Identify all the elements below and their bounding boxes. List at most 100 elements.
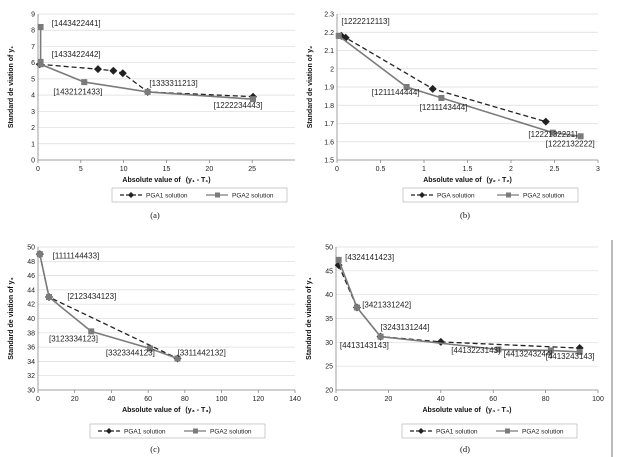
point-annotation: [1333311213] (149, 79, 197, 88)
y-tick-label: 30 (27, 388, 35, 395)
y-tick-label: 8 (31, 28, 35, 35)
y-tick-label: 1 (31, 141, 35, 148)
data-point-square (377, 333, 384, 340)
data-point-square (495, 346, 502, 353)
x-tick-label: 100 (216, 396, 228, 403)
legend-marker (106, 428, 112, 434)
y-tick-label: 40 (27, 316, 35, 323)
x-tick-label: 20 (385, 396, 393, 403)
x-axis-label-variable: (y₂ - T₂) (487, 177, 512, 184)
data-point-square (438, 94, 445, 101)
x-axis-label-main: Absolute value of (422, 407, 482, 414)
legend-marker (506, 192, 511, 198)
series-line-pga2-solution (337, 259, 580, 353)
legend-label: PGA2 solution (210, 429, 252, 436)
data-point-square (46, 294, 53, 301)
x-tick-label: 1.5 (463, 166, 473, 173)
y-tick-label: 7 (31, 44, 35, 51)
point-annotation: [4324141423] (345, 253, 394, 262)
legend-box (111, 187, 288, 203)
y-axis-label: Standard de viation of y₄ (306, 277, 313, 360)
y-tick-label: 1.7 (324, 121, 334, 128)
x-axis-label-variable: (y₃ - T₃) (185, 407, 211, 414)
legend-label: PGA1 solution (436, 429, 478, 436)
data-point-square (403, 84, 410, 90)
x-axis-label: Absolute value of (y₁ - T₁) (122, 177, 210, 184)
legend-label: PGA1 solution (146, 193, 188, 200)
data-point-square (335, 32, 342, 39)
y-tick-label: 2.1 (324, 48, 334, 55)
x-axis-label-main: Absolute value of (423, 177, 483, 184)
y-tick-label: 46 (27, 273, 35, 280)
x-tick-label: 100 (592, 396, 604, 403)
point-annotation: [1222132222] (546, 139, 595, 148)
legend-marker (128, 192, 134, 198)
x-tick-label: 20 (205, 166, 213, 173)
y-tick-label: 3 (31, 109, 35, 116)
data-point-square (36, 251, 43, 258)
legend-marker (505, 428, 510, 434)
data-point-square (250, 96, 257, 103)
point-annotation: [3311442132] (178, 349, 226, 358)
data-point-square (144, 88, 151, 95)
x-tick-label: 3 (596, 166, 600, 173)
y-tick-label: 36 (27, 345, 35, 352)
y-axis-label: Standard de viation of y₃ (8, 277, 15, 360)
data-point-square (577, 133, 584, 140)
point-annotation: [1211143444] (420, 103, 468, 112)
data-point-square (88, 328, 95, 335)
point-annotation: [2123434123] (67, 292, 116, 301)
point-annotation: [3123334123] (49, 334, 98, 343)
x-axis-label: Absolute value of (y₄ - T₄) (422, 407, 511, 414)
data-point-square (547, 347, 554, 354)
x-tick-label: 5 (79, 166, 83, 173)
point-annotation: [1433422442] (52, 50, 101, 59)
x-axis-label-main: Absolute value of (122, 177, 182, 184)
y-tick-label: 20 (325, 388, 333, 395)
x-tick-label: 60 (489, 396, 497, 403)
y-tick-label: 25 (325, 364, 333, 371)
data-point-diamond (93, 65, 102, 74)
y-tick-label: 35 (325, 316, 333, 323)
data-point-square (37, 61, 44, 68)
y-tick-label: 34 (27, 359, 35, 366)
y-axis-label: Standard de viation of y₁ (8, 46, 15, 128)
legend-label: PGA1 solution (124, 429, 166, 436)
x-axis-label: Absolute value of (y₃ - T₃) (122, 407, 211, 414)
series-line-pga2-solution (39, 27, 254, 100)
panel-caption: (d) (460, 444, 470, 454)
y-tick-label: 50 (325, 245, 333, 252)
point-annotation: [3323344123] (106, 349, 155, 358)
y-tick-label: 6 (31, 60, 35, 67)
y-tick-label: 9 (31, 12, 35, 19)
data-point-square (174, 355, 181, 362)
point-annotation: [3421331242] (362, 301, 411, 310)
legend-marker (215, 192, 220, 198)
x-tick-label: 120 (252, 396, 264, 403)
data-point-square (37, 23, 44, 30)
x-tick-label: 80 (181, 396, 189, 403)
data-point-diamond (428, 84, 437, 93)
x-tick-label: 2.5 (550, 166, 560, 173)
x-axis-label-variable: (y₁ - T₁) (186, 177, 211, 184)
y-tick-label: 0 (31, 158, 35, 165)
legend-label: PGA2 solution (232, 193, 274, 200)
panel-a: 0 1 2 3 4 5 6 7 8 9 0 5 10 15 20 25 Absolute value of (y… (8, 12, 295, 220)
legend-box (402, 187, 579, 203)
data-point-square (576, 348, 583, 355)
legend-marker (419, 192, 425, 198)
data-point-square (146, 345, 153, 352)
point-annotation: [3243131244] (381, 323, 430, 332)
data-point-diamond (541, 117, 550, 126)
legend-label: PGA2 solution (523, 193, 565, 200)
x-axis-label: Absolute value of (y₂ - T₂) (423, 177, 512, 184)
legend-label: PGA solution (437, 193, 475, 200)
legend-label: PGA2 solution (522, 429, 564, 436)
x-axis-label-variable: (y₄ - T₄) (486, 407, 512, 414)
y-tick-label: 45 (325, 268, 333, 275)
legend-marker (193, 428, 198, 434)
x-tick-label: 15 (163, 166, 171, 173)
y-tick-label: 2 (330, 66, 334, 73)
y-tick-label: 2.3 (324, 12, 334, 19)
